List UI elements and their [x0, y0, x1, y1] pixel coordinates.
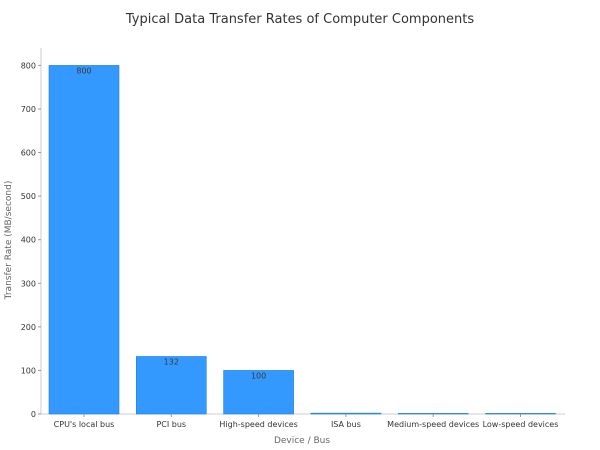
- y-tick-label: 100: [21, 366, 36, 375]
- y-tick-label: 400: [21, 236, 36, 245]
- x-axis-ticks: CPU's local bus PCI bus High-speed devices…: [54, 414, 559, 429]
- x-tick-label: High-speed devices: [219, 420, 297, 429]
- bar: [48, 65, 120, 415]
- y-tick-label: 500: [21, 192, 36, 201]
- y-tick-label: 0: [31, 410, 36, 419]
- x-tick-label: ISA bus: [331, 420, 361, 429]
- x-axis-label: Device / Bus: [274, 436, 330, 446]
- bar-value-label: 132: [164, 357, 179, 366]
- bar: [136, 356, 207, 415]
- bars-group: [48, 65, 556, 415]
- y-axis-label: Transfer Rate (MB/second): [4, 181, 14, 301]
- x-tick-label: Low-speed devices: [483, 420, 559, 429]
- bar: [223, 370, 294, 415]
- x-tick-label: PCI bus: [156, 420, 186, 429]
- y-tick-label: 300: [21, 279, 36, 288]
- bar-value-label: 100: [251, 371, 266, 380]
- y-axis-ticks: 0 100 200 300 400 500 600 700 800: [21, 61, 41, 419]
- x-tick-label: Medium-speed devices: [387, 420, 479, 429]
- bar: [397, 413, 469, 415]
- bar: [310, 412, 382, 415]
- chart-title: Typical Data Transfer Rates of Computer …: [125, 12, 475, 27]
- bar: [485, 413, 556, 415]
- bar-value-label: 800: [76, 66, 91, 75]
- y-tick-label: 200: [21, 323, 36, 332]
- y-tick-label: 600: [21, 149, 36, 158]
- x-tick-label: CPU's local bus: [54, 420, 115, 429]
- y-tick-label: 800: [21, 61, 36, 70]
- data-labels-group: 800 132 100: [76, 66, 266, 380]
- y-tick-label: 700: [21, 105, 36, 114]
